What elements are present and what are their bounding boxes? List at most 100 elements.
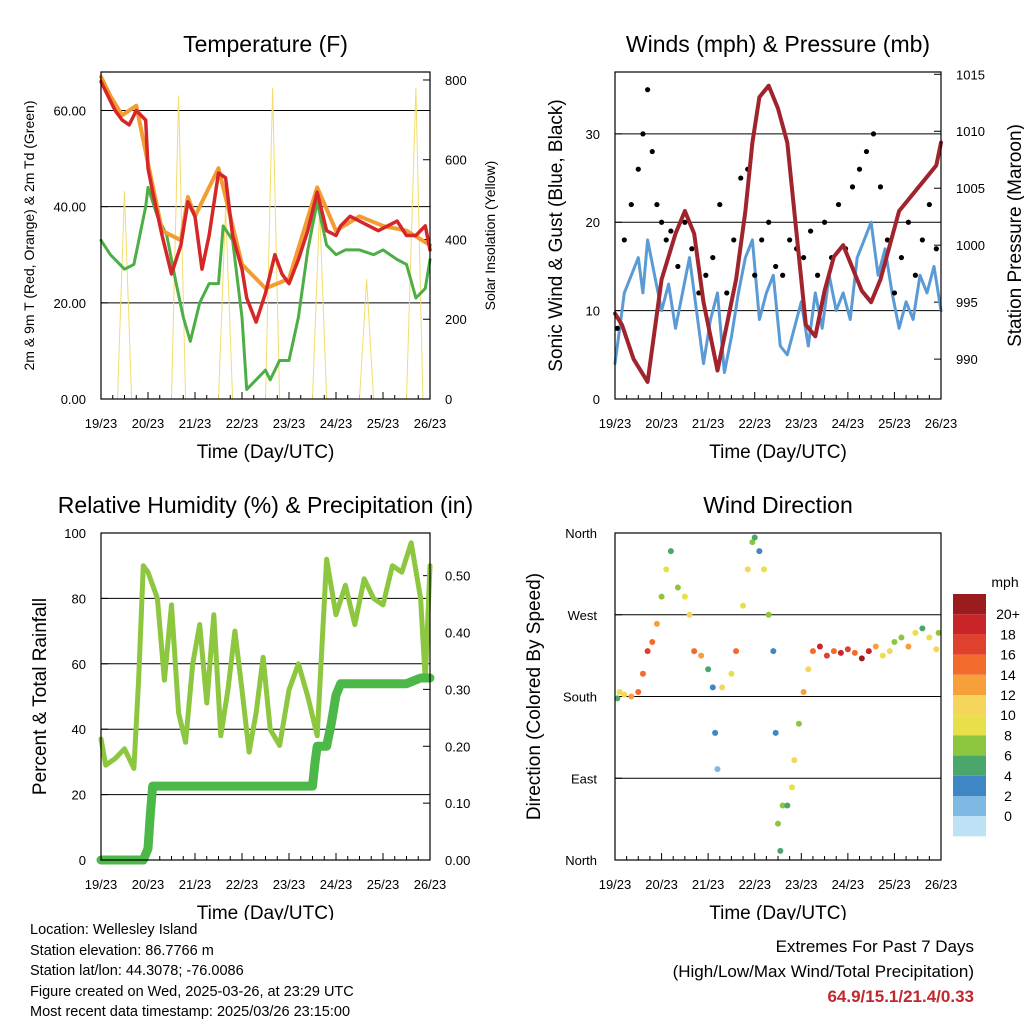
station-info: Location: Wellesley Island Station eleva… [30,920,354,1023]
x-tick-label: 23/23 [273,416,306,431]
y-right-tick-label: 1015 [956,67,985,82]
y-tick-label: East [571,771,597,786]
gust-point [658,219,665,225]
direction-point [891,639,898,645]
gust-point [870,131,877,137]
x-tick-label: 23/23 [273,877,306,892]
gust-point [926,201,932,208]
gust-point [787,237,793,243]
gust-point [801,254,807,261]
x-tick-label: 22/23 [738,416,771,431]
direction-point [740,602,747,609]
direction-point [644,648,651,655]
extremes-title: Extremes For Past 7 Days [775,937,974,956]
legend-title: mph [991,574,1018,590]
extremes-subtitle: (High/Low/Max Wind/Total Precipitation) [672,962,974,981]
direction-point [765,611,772,618]
gust-point [645,87,651,93]
gust-point [710,254,716,261]
x-tick-label: 26/23 [414,416,447,431]
legend-swatch [953,755,986,776]
gust-point [663,237,669,243]
direction-point [784,802,791,809]
gust-point [773,263,779,270]
station-latlon: Station lat/lon: 44.3078; -76.0086 [30,963,244,979]
legend-label: 20+ [996,606,1020,622]
y-tick-label: 20 [586,215,600,230]
gust-point [682,219,688,225]
panel-3: Relative Humidity (%) & Precipitation (i… [30,492,473,920]
legend-swatch [953,735,986,756]
y-tick-label: 10 [586,304,600,319]
extremes-box: Extremes For Past 7 Days (High/Low/Max W… [673,934,974,1009]
direction-point [712,729,719,736]
station-pressure-line [613,83,943,384]
relative-humidity-line [98,540,433,771]
plot-border [614,71,942,400]
gust-point [621,237,627,243]
direction-point [756,548,763,555]
x-tick-label: 23/23 [785,416,818,431]
y-tick-label: 20 [72,788,86,803]
y-tick-label: 60 [72,657,86,672]
direction-point [639,670,646,677]
chart-title: Relative Humidity (%) & Precipitation (i… [58,492,473,518]
gust-point [821,219,828,225]
gust-point [675,263,681,270]
y-tick-label: South [563,690,597,705]
gust-point [738,175,744,181]
x-axis-label: Time (Day/UTC) [709,442,847,463]
y-tick-label: 0 [593,392,600,407]
gust-point [703,272,709,278]
direction-point [805,666,812,673]
direction-point [686,611,693,618]
direction-point [912,629,919,636]
plot-border [100,71,431,400]
x-tick-label: 20/23 [132,416,165,431]
direction-point [865,648,872,655]
gust-point [640,131,646,137]
gust-point [884,237,891,243]
x-tick-label: 26/23 [414,877,447,892]
y-right-tick-label: 0.10 [445,796,470,811]
precipitation-line [96,673,435,865]
y-tick-label: 0 [79,853,86,868]
legend-label: 0 [1004,808,1012,824]
direction-point [779,802,786,809]
x-tick-label: 21/23 [179,877,212,892]
x-axis-label: Time (Day/UTC) [709,903,847,920]
x-tick-label: 21/23 [692,877,725,892]
legend-label: 4 [1004,768,1012,784]
x-tick-label: 21/23 [179,416,212,431]
x-tick-label: 20/23 [645,877,678,892]
direction-point [691,648,698,655]
legend-label: 14 [1000,667,1016,683]
legend-swatch [953,775,986,796]
temp-2m-line [99,79,432,324]
figure-created: Figure created on Wed, 2025-03-26, at 23… [30,983,354,1000]
direction-point [933,646,940,653]
direction-point [751,534,758,541]
x-tick-label: 25/23 [367,877,400,892]
direction-point [761,566,768,573]
x-axis-label: Time (Day/UTC) [197,903,335,920]
gust-point [919,237,925,243]
direction-point [719,684,726,691]
direction-point [788,784,795,791]
legend-swatch [953,654,986,675]
x-tick-label: 19/23 [85,877,118,892]
panel-2: Winds (mph) & Pressure (mb) Time (Day/UTC… [546,31,1024,463]
meteogram-figure: Temperature (F) Time (Day/UTC) 19/23 20/23 2… [21,31,1024,920]
y-right-tick-label: 1010 [956,124,985,139]
direction-point [919,625,926,632]
legend-label: 8 [1004,727,1012,743]
legend-label: 10 [1000,707,1016,723]
x-tick-label: 24/23 [320,877,353,892]
solar-insolation-line [100,87,431,400]
sonic-wind-line [613,220,943,374]
legend-swatch [953,674,986,695]
chart-title: Winds (mph) & Pressure (mb) [626,31,930,57]
y-tick-label: 60.00 [53,103,86,118]
direction-point [616,688,623,695]
